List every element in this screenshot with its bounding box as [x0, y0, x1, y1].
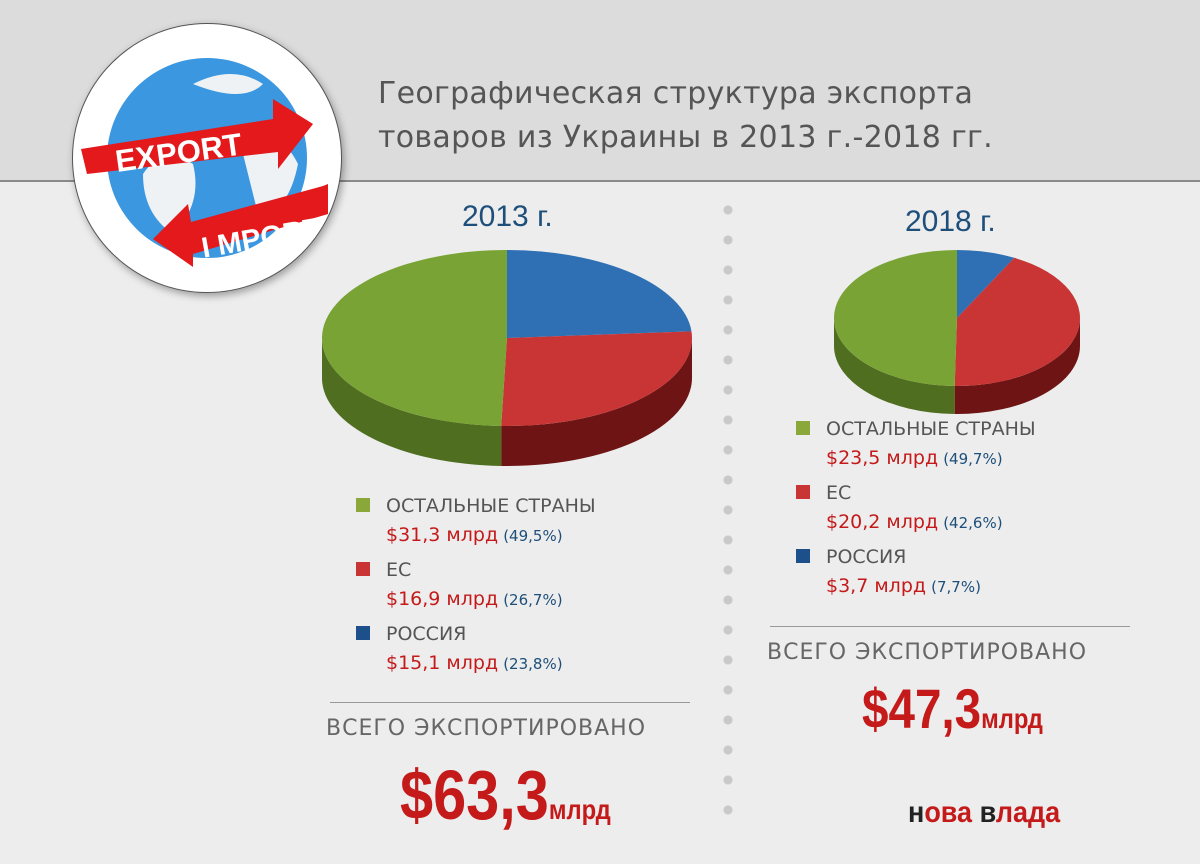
swatch-russia: [796, 549, 810, 563]
total-2018: $47,3млрд: [862, 676, 1043, 741]
title-line-2: товаров из Украины в 2013 г.-2018 гг.: [378, 120, 993, 155]
pie-slice-others: [321, 250, 507, 426]
legend-label: РОССИЯ: [386, 623, 467, 645]
pie-slice-eu: [954, 257, 1081, 386]
total-value: $63,3: [400, 756, 549, 834]
legend-item-eu: ЕС $16,9 млрд (26,7%): [356, 556, 596, 614]
page-title: Географическая структура экспорта товаро…: [378, 72, 993, 160]
title-line-1: Географическая структура экспорта: [378, 76, 974, 111]
percent-label: (26,7%): [503, 591, 563, 609]
value-label: $16,9 млрд: [386, 588, 499, 610]
value-label: $15,1 млрд: [386, 652, 499, 674]
legend-label: РОССИЯ: [826, 546, 907, 568]
swatch-eu: [356, 562, 370, 576]
legend-item-others: ОСТАЛЬНЫЕ СТРАНЫ $31,3 млрд (49,5%): [356, 492, 596, 550]
percent-label: (49,7%): [943, 450, 1003, 468]
pie-side-eu: [501, 338, 692, 466]
legend-item-others: ОСТАЛЬНЫЕ СТРАНЫ $23,5 млрд (49,7%): [796, 415, 1036, 473]
percent-label: (49,5%): [503, 527, 563, 545]
legend-label: ОСТАЛЬНЫЕ СТРАНЫ: [386, 495, 596, 517]
chart-title-2018: 2018 г.: [905, 205, 996, 238]
value-label: $3,7 млрд: [826, 575, 927, 597]
pie-side-others: [322, 338, 502, 466]
brand-part: ова: [924, 796, 980, 829]
divider-2013: [330, 702, 690, 703]
export-import-globe-logo: EXPORT I MPORT: [72, 23, 342, 293]
total-2013: $63,3млрд: [400, 755, 611, 835]
percent-label: (7,7%): [931, 578, 981, 596]
column-divider: [723, 195, 733, 835]
legend-2018: ОСТАЛЬНЫЕ СТРАНЫ $23,5 млрд (49,7%) ЕС $20…: [796, 415, 1036, 607]
nova-vlada-logo: нова влада: [908, 796, 1060, 830]
value-label: $20,2 млрд: [826, 511, 939, 533]
pie-slice-russia: [507, 250, 692, 338]
pie-side-others: [834, 318, 955, 414]
legend-item-eu: ЕС $20,2 млрд (42,6%): [796, 479, 1036, 537]
legend-label: ЕС: [826, 482, 852, 504]
total-value: $47,3: [862, 677, 982, 740]
divider-2018: [770, 626, 1130, 627]
value-label: $31,3 млрд: [386, 524, 499, 546]
value-label: $23,5 млрд: [826, 447, 939, 469]
brand-part: в: [979, 796, 996, 829]
swatch-eu: [796, 485, 810, 499]
pie-slice-russia: [957, 250, 1015, 318]
pie-slice-others: [833, 250, 957, 386]
total-unit: млрд: [548, 794, 611, 825]
legend-item-russia: РОССИЯ $3,7 млрд (7,7%): [796, 543, 1036, 601]
chart-title-2013: 2013 г.: [462, 200, 553, 233]
legend-item-russia: РОССИЯ $15,1 млрд (23,8%): [356, 620, 596, 678]
swatch-russia: [356, 626, 370, 640]
pie-side-eu: [954, 318, 1080, 414]
legend-2013: ОСТАЛЬНЫЕ СТРАНЫ $31,3 млрд (49,5%) ЕС $16…: [356, 492, 596, 684]
total-label-2013: ВСЕГО ЭКСПОРТИРОВАНО: [326, 716, 647, 741]
legend-label: ЕС: [386, 559, 412, 581]
pie-slice-eu: [501, 331, 693, 426]
swatch-others: [796, 421, 810, 435]
brand-part: н: [908, 796, 925, 829]
total-label-2018: ВСЕГО ЭКСПОРТИРОВАНО: [767, 640, 1088, 665]
legend-label: ОСТАЛЬНЫЕ СТРАНЫ: [826, 418, 1036, 440]
brand-part: лада: [995, 796, 1061, 829]
percent-label: (23,8%): [503, 655, 563, 673]
swatch-others: [356, 498, 370, 512]
total-unit: млрд: [981, 703, 1043, 734]
percent-label: (42,6%): [943, 514, 1003, 532]
